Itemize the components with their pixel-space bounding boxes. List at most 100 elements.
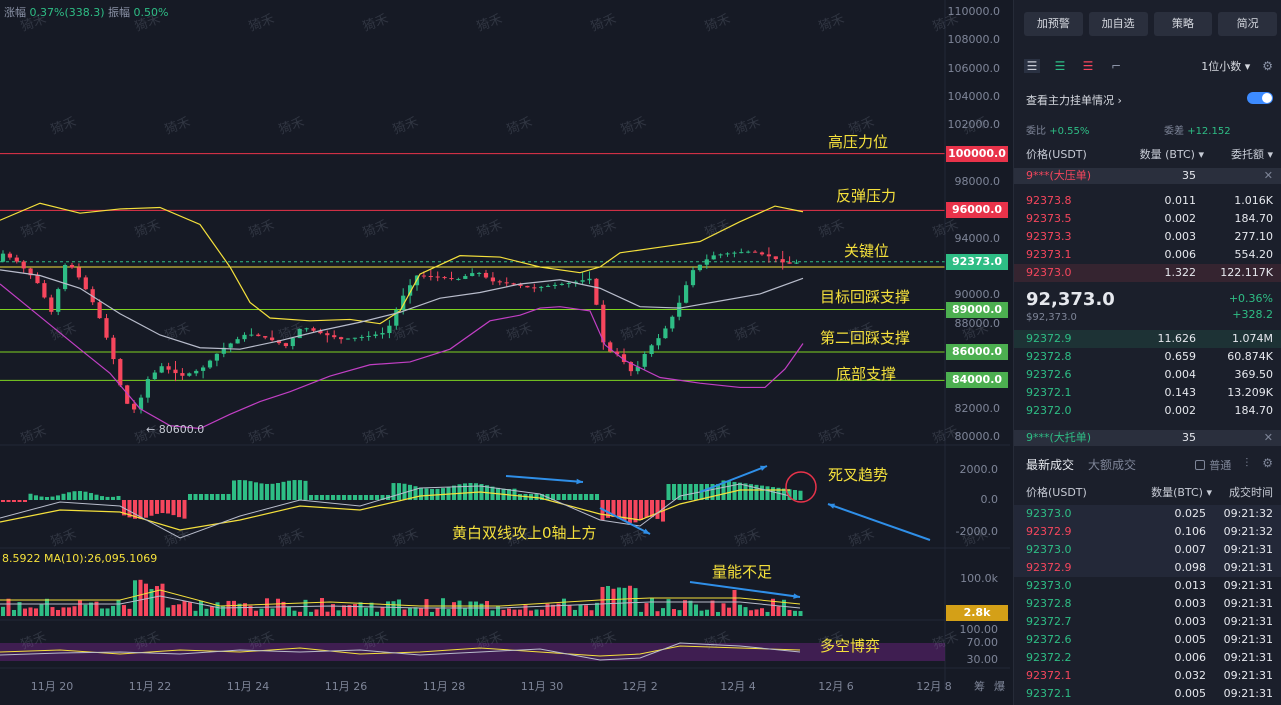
- volume-bar: [149, 589, 154, 616]
- volume-bar: [782, 599, 786, 616]
- macd-bar: [309, 495, 313, 500]
- trade-row[interactable]: 92373.0 0.025 09:21:32: [1014, 505, 1281, 523]
- change-value: 0.37%(338.3): [29, 6, 105, 19]
- macd-axis-tick: -2000.0: [955, 525, 998, 538]
- candle-body: [449, 278, 454, 280]
- candle-body: [180, 373, 185, 376]
- candle-body: [532, 287, 537, 289]
- candle-body: [711, 255, 716, 260]
- both-sides-view-icon[interactable]: ☰: [1024, 59, 1040, 73]
- chart-area[interactable]: 涨幅 0.37%(338.3) 振幅 0.50% 110000.0 108000.…: [0, 0, 1010, 705]
- add-favorite-button[interactable]: 加自选: [1088, 12, 1148, 36]
- macd-bar: [182, 500, 187, 519]
- candle-body: [7, 253, 12, 258]
- change-absolute: +328.2: [1232, 308, 1273, 321]
- bid-row[interactable]: 92372.9 11.626 1.074M: [1014, 330, 1281, 348]
- book-header-amount[interactable]: 委托额 ▾: [1230, 148, 1273, 161]
- ask-row[interactable]: 92373.1 0.006 554.20: [1014, 246, 1281, 264]
- corner-label-chip[interactable]: 筹: [974, 680, 985, 693]
- close-icon[interactable]: ✕: [1263, 169, 1273, 182]
- candle-body: [642, 354, 647, 367]
- trade-qty: 0.013: [1174, 579, 1207, 592]
- candle-body: [780, 259, 785, 263]
- strategy-button[interactable]: 策略: [1153, 12, 1213, 36]
- candle-body: [104, 318, 109, 338]
- candle-body: [325, 333, 330, 336]
- amplitude-label: 振幅: [108, 6, 131, 19]
- ask-row[interactable]: 92373.0 1.322 122.117K: [1014, 264, 1281, 282]
- book-header-qty[interactable]: 数量 (BTC) ▾: [1139, 148, 1204, 161]
- big-bid-order[interactable]: 9***(大托单) 35 ✕: [1014, 430, 1281, 446]
- bids-view-icon[interactable]: ☰: [1054, 59, 1066, 73]
- big-ask-order[interactable]: 9***(大压单) 35 ✕: [1014, 168, 1281, 184]
- trade-row[interactable]: 92373.0 0.007 09:21:31: [1014, 541, 1281, 559]
- settings-icon[interactable]: ⚙: [1262, 456, 1273, 470]
- trade-row[interactable]: 92372.9 0.098 09:21:31: [1014, 559, 1281, 577]
- main-order-link[interactable]: 查看主力挂单情况 ›: [1026, 92, 1122, 108]
- bid-row[interactable]: 92372.6 0.004 369.50: [1014, 366, 1281, 384]
- macd-bar: [738, 482, 742, 500]
- depth-view-icon[interactable]: ⌐: [1110, 59, 1122, 73]
- add-alert-button[interactable]: 加预警: [1024, 12, 1083, 36]
- candle-body: [290, 338, 295, 347]
- filter-icon[interactable]: ⫶: [1245, 456, 1249, 470]
- trade-row[interactable]: 92372.9 0.106 09:21:32: [1014, 523, 1281, 541]
- macd-bar: [281, 481, 286, 500]
- oscillator-axis-tick: 70.00: [966, 636, 999, 649]
- settings-icon[interactable]: ⚙: [1262, 59, 1273, 73]
- volume-bar: [496, 605, 500, 616]
- macd-bar: [672, 484, 676, 500]
- trade-price: 92372.8: [1026, 597, 1072, 610]
- overview-button[interactable]: 简况: [1218, 12, 1277, 36]
- macd-bar: [325, 495, 330, 500]
- corner-label-liquidation[interactable]: 爆: [994, 680, 1005, 693]
- close-icon[interactable]: ✕: [1263, 431, 1273, 444]
- volume-bar: [578, 604, 583, 616]
- normal-checkbox[interactable]: 普通: [1195, 456, 1231, 474]
- ask-row[interactable]: 92373.3 0.003 277.10: [1014, 228, 1281, 246]
- trade-row[interactable]: 92372.1 0.032 09:21:31: [1014, 667, 1281, 685]
- trade-row[interactable]: 92372.8 0.003 09:21:31: [1014, 595, 1281, 613]
- volume-bar: [72, 606, 77, 616]
- trade-row[interactable]: 92372.2 0.006 09:21:31: [1014, 649, 1281, 667]
- bid-row[interactable]: 92372.0 0.002 184.70: [1014, 402, 1281, 420]
- candle-body: [794, 262, 799, 264]
- tab-large-trades[interactable]: 大额成交: [1088, 458, 1137, 472]
- candle-body: [380, 333, 385, 335]
- macd-bar: [336, 495, 341, 500]
- ask-row[interactable]: 92373.8 0.011 1.016K: [1014, 192, 1281, 210]
- volume-bar: [309, 611, 313, 616]
- main-order-toggle[interactable]: [1247, 92, 1273, 104]
- volume-bar: [677, 610, 682, 616]
- macd-bar: [127, 500, 132, 518]
- macd-bar: [754, 484, 759, 500]
- tab-latest-trades[interactable]: 最新成交: [1026, 458, 1075, 472]
- volume-bar: [314, 609, 319, 616]
- volume-bar: [661, 608, 665, 616]
- candle-body: [656, 338, 661, 346]
- ask-row[interactable]: 92373.5 0.002 184.70: [1014, 210, 1281, 228]
- ask-row-qty: 0.011: [1164, 194, 1197, 207]
- trade-row[interactable]: 92373.0 0.013 09:21:31: [1014, 577, 1281, 595]
- macd-bar: [28, 493, 33, 500]
- order-ratio-label: 委比: [1026, 126, 1046, 137]
- volume-bar: [116, 599, 121, 616]
- candle-body: [373, 334, 378, 336]
- order-diff-value: +12.152: [1187, 126, 1231, 137]
- candle-body: [477, 272, 482, 274]
- candle-body: [207, 360, 213, 368]
- trade-row[interactable]: 92372.7 0.003 09:21:31: [1014, 613, 1281, 631]
- bid-row[interactable]: 92372.8 0.659 60.874K: [1014, 348, 1281, 366]
- asks-view-icon[interactable]: ☰: [1082, 59, 1094, 73]
- macd-bar: [765, 486, 770, 500]
- trade-row[interactable]: 92372.1 0.005 09:21:31: [1014, 685, 1281, 703]
- decimal-select[interactable]: 1位小数 ▾: [1201, 58, 1250, 74]
- bid-row[interactable]: 92372.1 0.143 13.209K: [1014, 384, 1281, 402]
- trend-arrow-head: [828, 503, 835, 509]
- volume-bar: [551, 604, 555, 616]
- volume-bar: [798, 611, 803, 616]
- price-chart[interactable]: [0, 0, 1010, 705]
- trade-row[interactable]: 92372.6 0.005 09:21:31: [1014, 631, 1281, 649]
- trade-time: 09:21:32: [1223, 525, 1273, 538]
- trades-header-qty[interactable]: 数量(BTC) ▾: [1151, 486, 1212, 499]
